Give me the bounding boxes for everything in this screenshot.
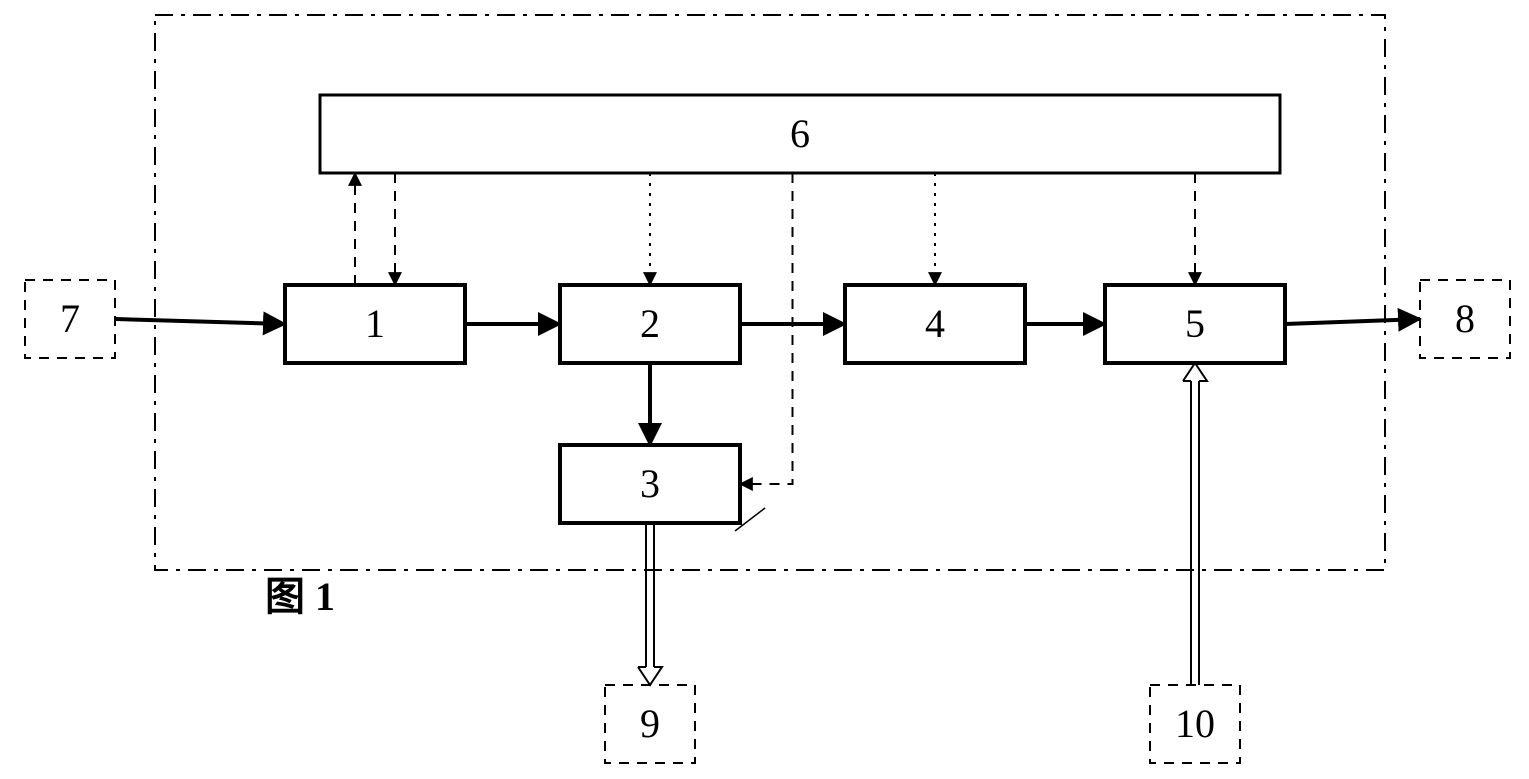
node-label-n2: 2 (640, 301, 660, 346)
node-label-n5: 5 (1185, 301, 1205, 346)
edge-n3-n9-head (638, 667, 662, 685)
node-label-n7: 7 (60, 296, 80, 341)
node-label-n3: 3 (640, 461, 660, 506)
figure-label: 图 1 (265, 574, 335, 619)
node-label-n8: 8 (1455, 296, 1475, 341)
edge-n5-n8 (1285, 319, 1420, 324)
node-label-n6: 6 (790, 111, 810, 156)
edge-n10-n5-head (1183, 363, 1207, 381)
edge-n7-n1 (115, 319, 285, 324)
node-label-n10: 10 (1175, 701, 1215, 746)
node-label-n4: 4 (925, 301, 945, 346)
node-label-n1: 1 (365, 301, 385, 346)
edge-n6-n3 (740, 173, 793, 484)
node-label-n9: 9 (640, 701, 660, 746)
